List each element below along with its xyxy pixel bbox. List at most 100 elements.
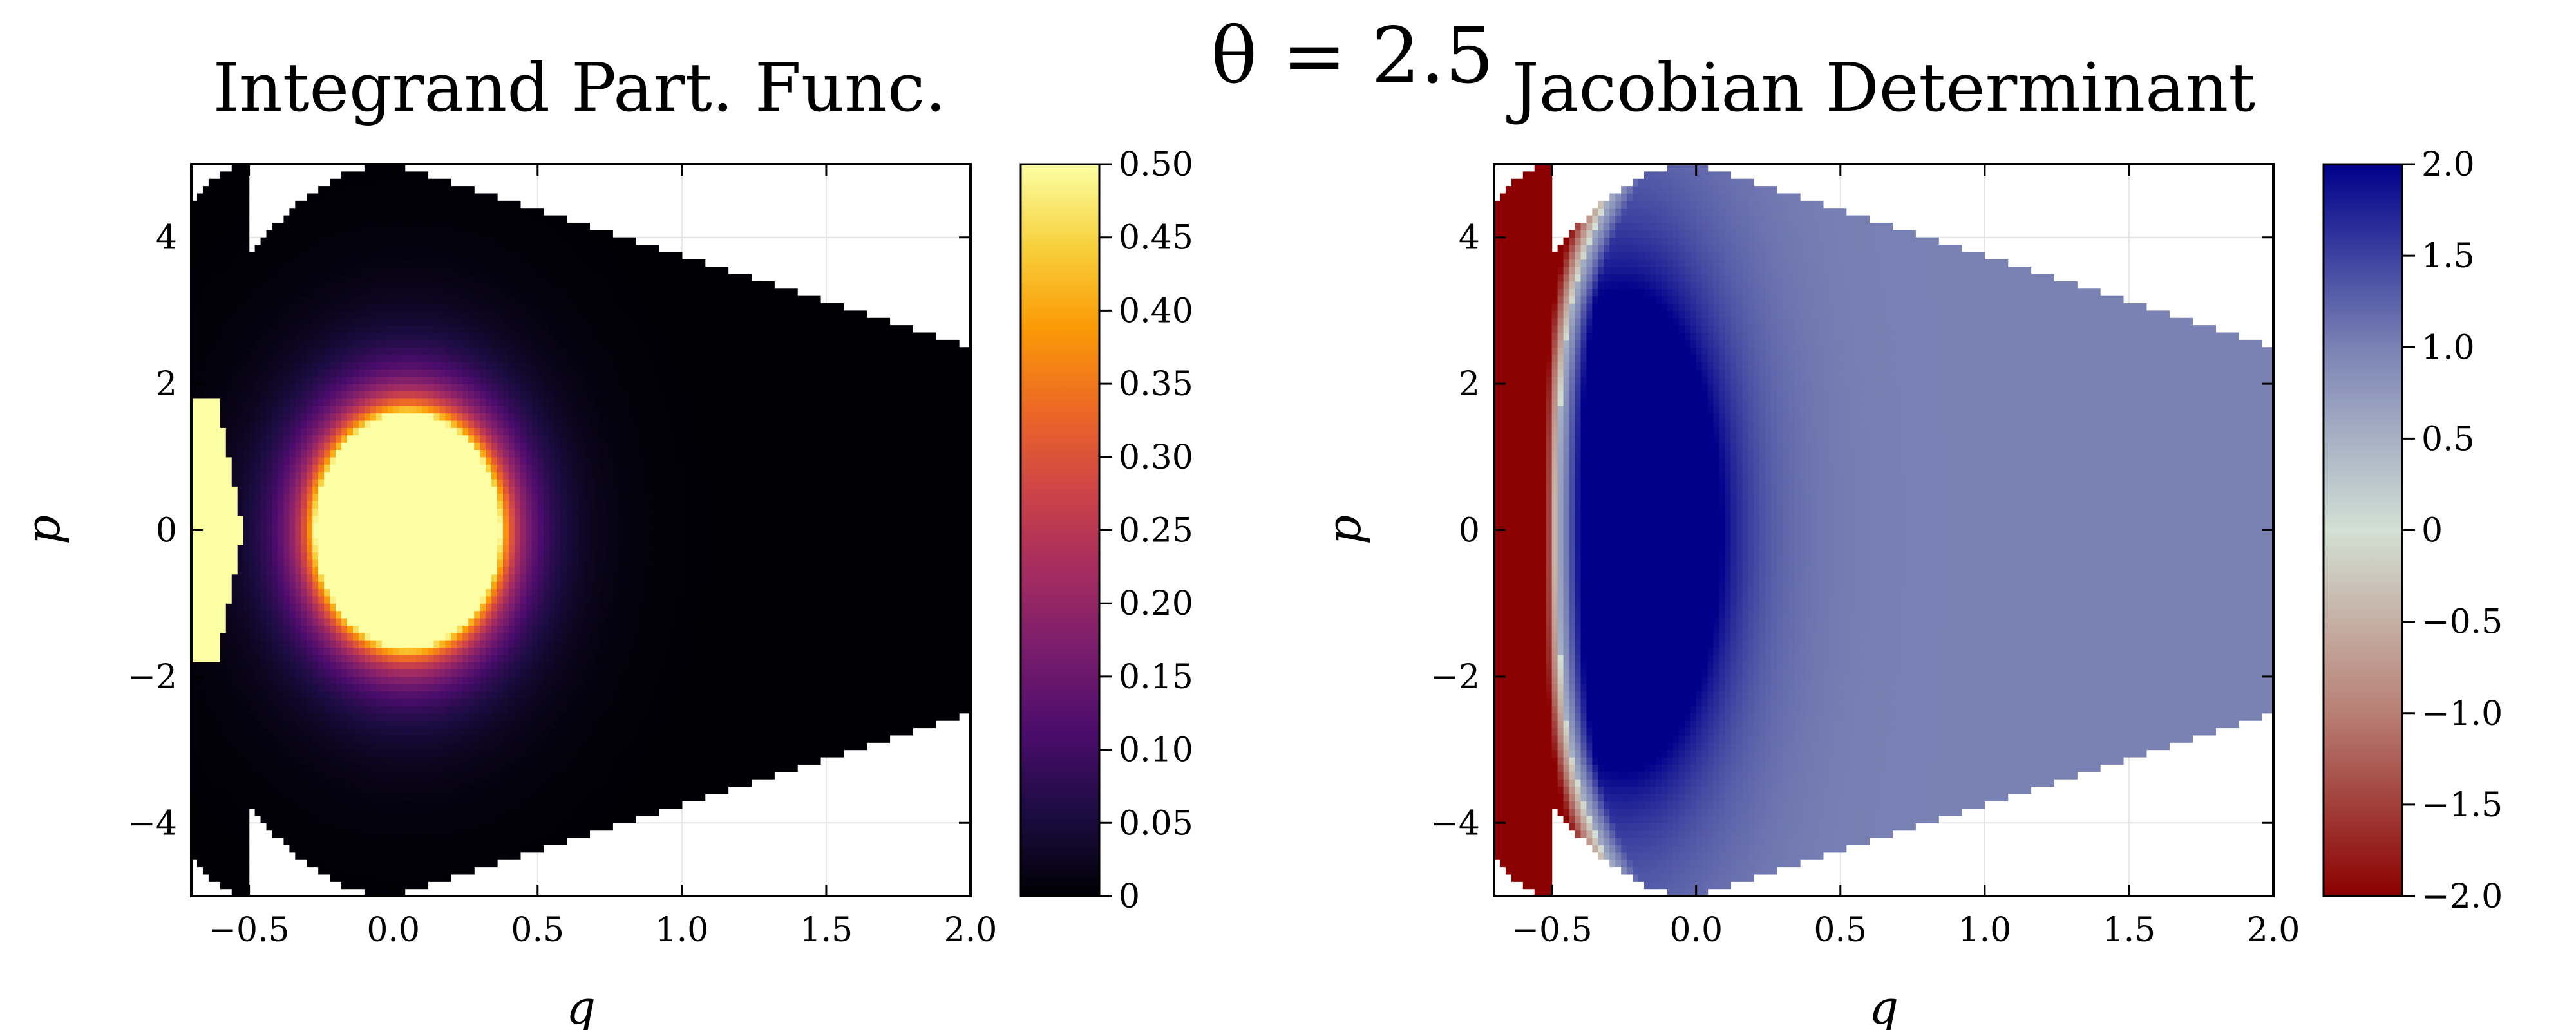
heatmap-cell <box>364 186 371 194</box>
heatmap-cell <box>318 830 325 838</box>
heatmap-cell <box>491 647 498 655</box>
heatmap-cell <box>416 406 423 414</box>
heatmap-cell <box>439 295 446 304</box>
heatmap-cell <box>468 295 475 304</box>
heatmap-cell <box>295 676 301 684</box>
heatmap-cell <box>364 684 371 692</box>
heatmap-cell <box>433 727 440 736</box>
heatmap-cell <box>445 215 451 223</box>
heatmap-cell <box>312 508 319 516</box>
heatmap-cell <box>225 208 232 216</box>
heatmap-cell <box>237 823 244 831</box>
heatmap-cell <box>416 756 423 765</box>
heatmap-cell <box>364 361 371 370</box>
heatmap-cell <box>364 449 371 458</box>
heatmap-cell <box>433 361 440 370</box>
heatmap-cell <box>225 698 232 706</box>
heatmap-cell <box>433 742 440 751</box>
heatmap-cell <box>347 669 354 677</box>
heatmap-cell <box>462 691 469 699</box>
heatmap-cell <box>191 654 198 662</box>
heatmap-cell <box>208 808 215 816</box>
heatmap-cell <box>324 398 330 406</box>
heatmap-cell <box>225 215 232 223</box>
heatmap-cell <box>208 779 215 787</box>
heatmap-cell <box>462 625 469 633</box>
heatmap-cell <box>358 376 365 384</box>
heatmap-cell <box>208 215 215 223</box>
heatmap-cell <box>220 859 227 868</box>
heatmap-cell <box>457 647 463 655</box>
heatmap-cell <box>254 684 261 692</box>
heatmap-cell <box>312 252 319 260</box>
heatmap-cell <box>387 595 394 604</box>
heatmap-cell <box>231 874 238 882</box>
heatmap-cell <box>220 369 227 377</box>
heatmap-cell <box>336 815 342 823</box>
heatmap-cell <box>237 339 244 348</box>
heatmap-cell <box>433 186 440 194</box>
heatmap-cell <box>422 603 429 612</box>
heatmap-cell <box>214 427 221 436</box>
heatmap-cell <box>422 435 429 443</box>
heatmap-cell <box>474 471 480 480</box>
heatmap-cell <box>358 786 365 794</box>
heatmap-cell <box>347 288 354 297</box>
heatmap-cell <box>358 267 365 275</box>
heatmap-cell <box>330 786 336 794</box>
heatmap-cell <box>457 523 463 531</box>
heatmap-cell <box>307 530 313 538</box>
heatmap-cell <box>260 530 267 538</box>
heatmap-cell <box>243 581 250 590</box>
heatmap-cell <box>468 384 475 392</box>
heatmap-cell <box>214 413 221 421</box>
heatmap-cell <box>260 537 267 545</box>
heatmap-cell <box>474 288 480 297</box>
heatmap-cell <box>196 245 204 253</box>
heatmap-cell <box>347 756 354 765</box>
heatmap-cell <box>491 252 498 260</box>
heatmap-cell <box>307 281 313 289</box>
heatmap-cell <box>404 881 412 890</box>
heatmap-cell <box>301 823 307 831</box>
heatmap-cell <box>249 632 256 641</box>
heatmap-cell <box>375 398 383 406</box>
heatmap-cell <box>330 735 336 743</box>
heatmap-cell <box>352 530 359 538</box>
heatmap-cell <box>289 727 296 736</box>
heatmap-cell <box>399 669 406 677</box>
heatmap-cell <box>347 464 354 473</box>
heatmap-cell <box>208 793 215 801</box>
heatmap-cell <box>393 756 400 765</box>
heatmap-cell <box>196 720 204 729</box>
heatmap-cell <box>451 742 457 751</box>
heatmap-cell <box>307 325 313 333</box>
heatmap-cell <box>393 815 400 823</box>
heatmap-cell <box>283 317 290 326</box>
heatmap-cell <box>301 347 307 355</box>
heatmap-cell <box>474 808 480 816</box>
heatmap-cell <box>375 859 383 868</box>
heatmap-cell <box>231 727 238 736</box>
heatmap-cell <box>260 523 267 531</box>
heatmap-cell <box>318 347 325 355</box>
heatmap-cell <box>272 523 279 531</box>
heatmap-cell <box>468 691 475 699</box>
heatmap-cell <box>370 230 377 238</box>
heatmap-cell <box>231 888 238 896</box>
heatmap-cell <box>220 632 227 641</box>
heatmap-cell <box>191 852 198 860</box>
heatmap-cell <box>272 456 279 465</box>
heatmap-cell <box>266 427 273 436</box>
heatmap-cell <box>295 267 301 275</box>
heatmap-cell <box>341 325 348 333</box>
heatmap-cell <box>220 274 227 282</box>
heatmap-cell <box>266 786 273 794</box>
heatmap-cell <box>468 427 475 436</box>
heatmap-cell <box>237 537 244 545</box>
heatmap-cell <box>196 749 204 758</box>
heatmap-cell <box>225 478 232 487</box>
heatmap-cell <box>312 486 319 494</box>
heatmap-cell <box>254 508 261 516</box>
heatmap-cell <box>468 325 475 333</box>
